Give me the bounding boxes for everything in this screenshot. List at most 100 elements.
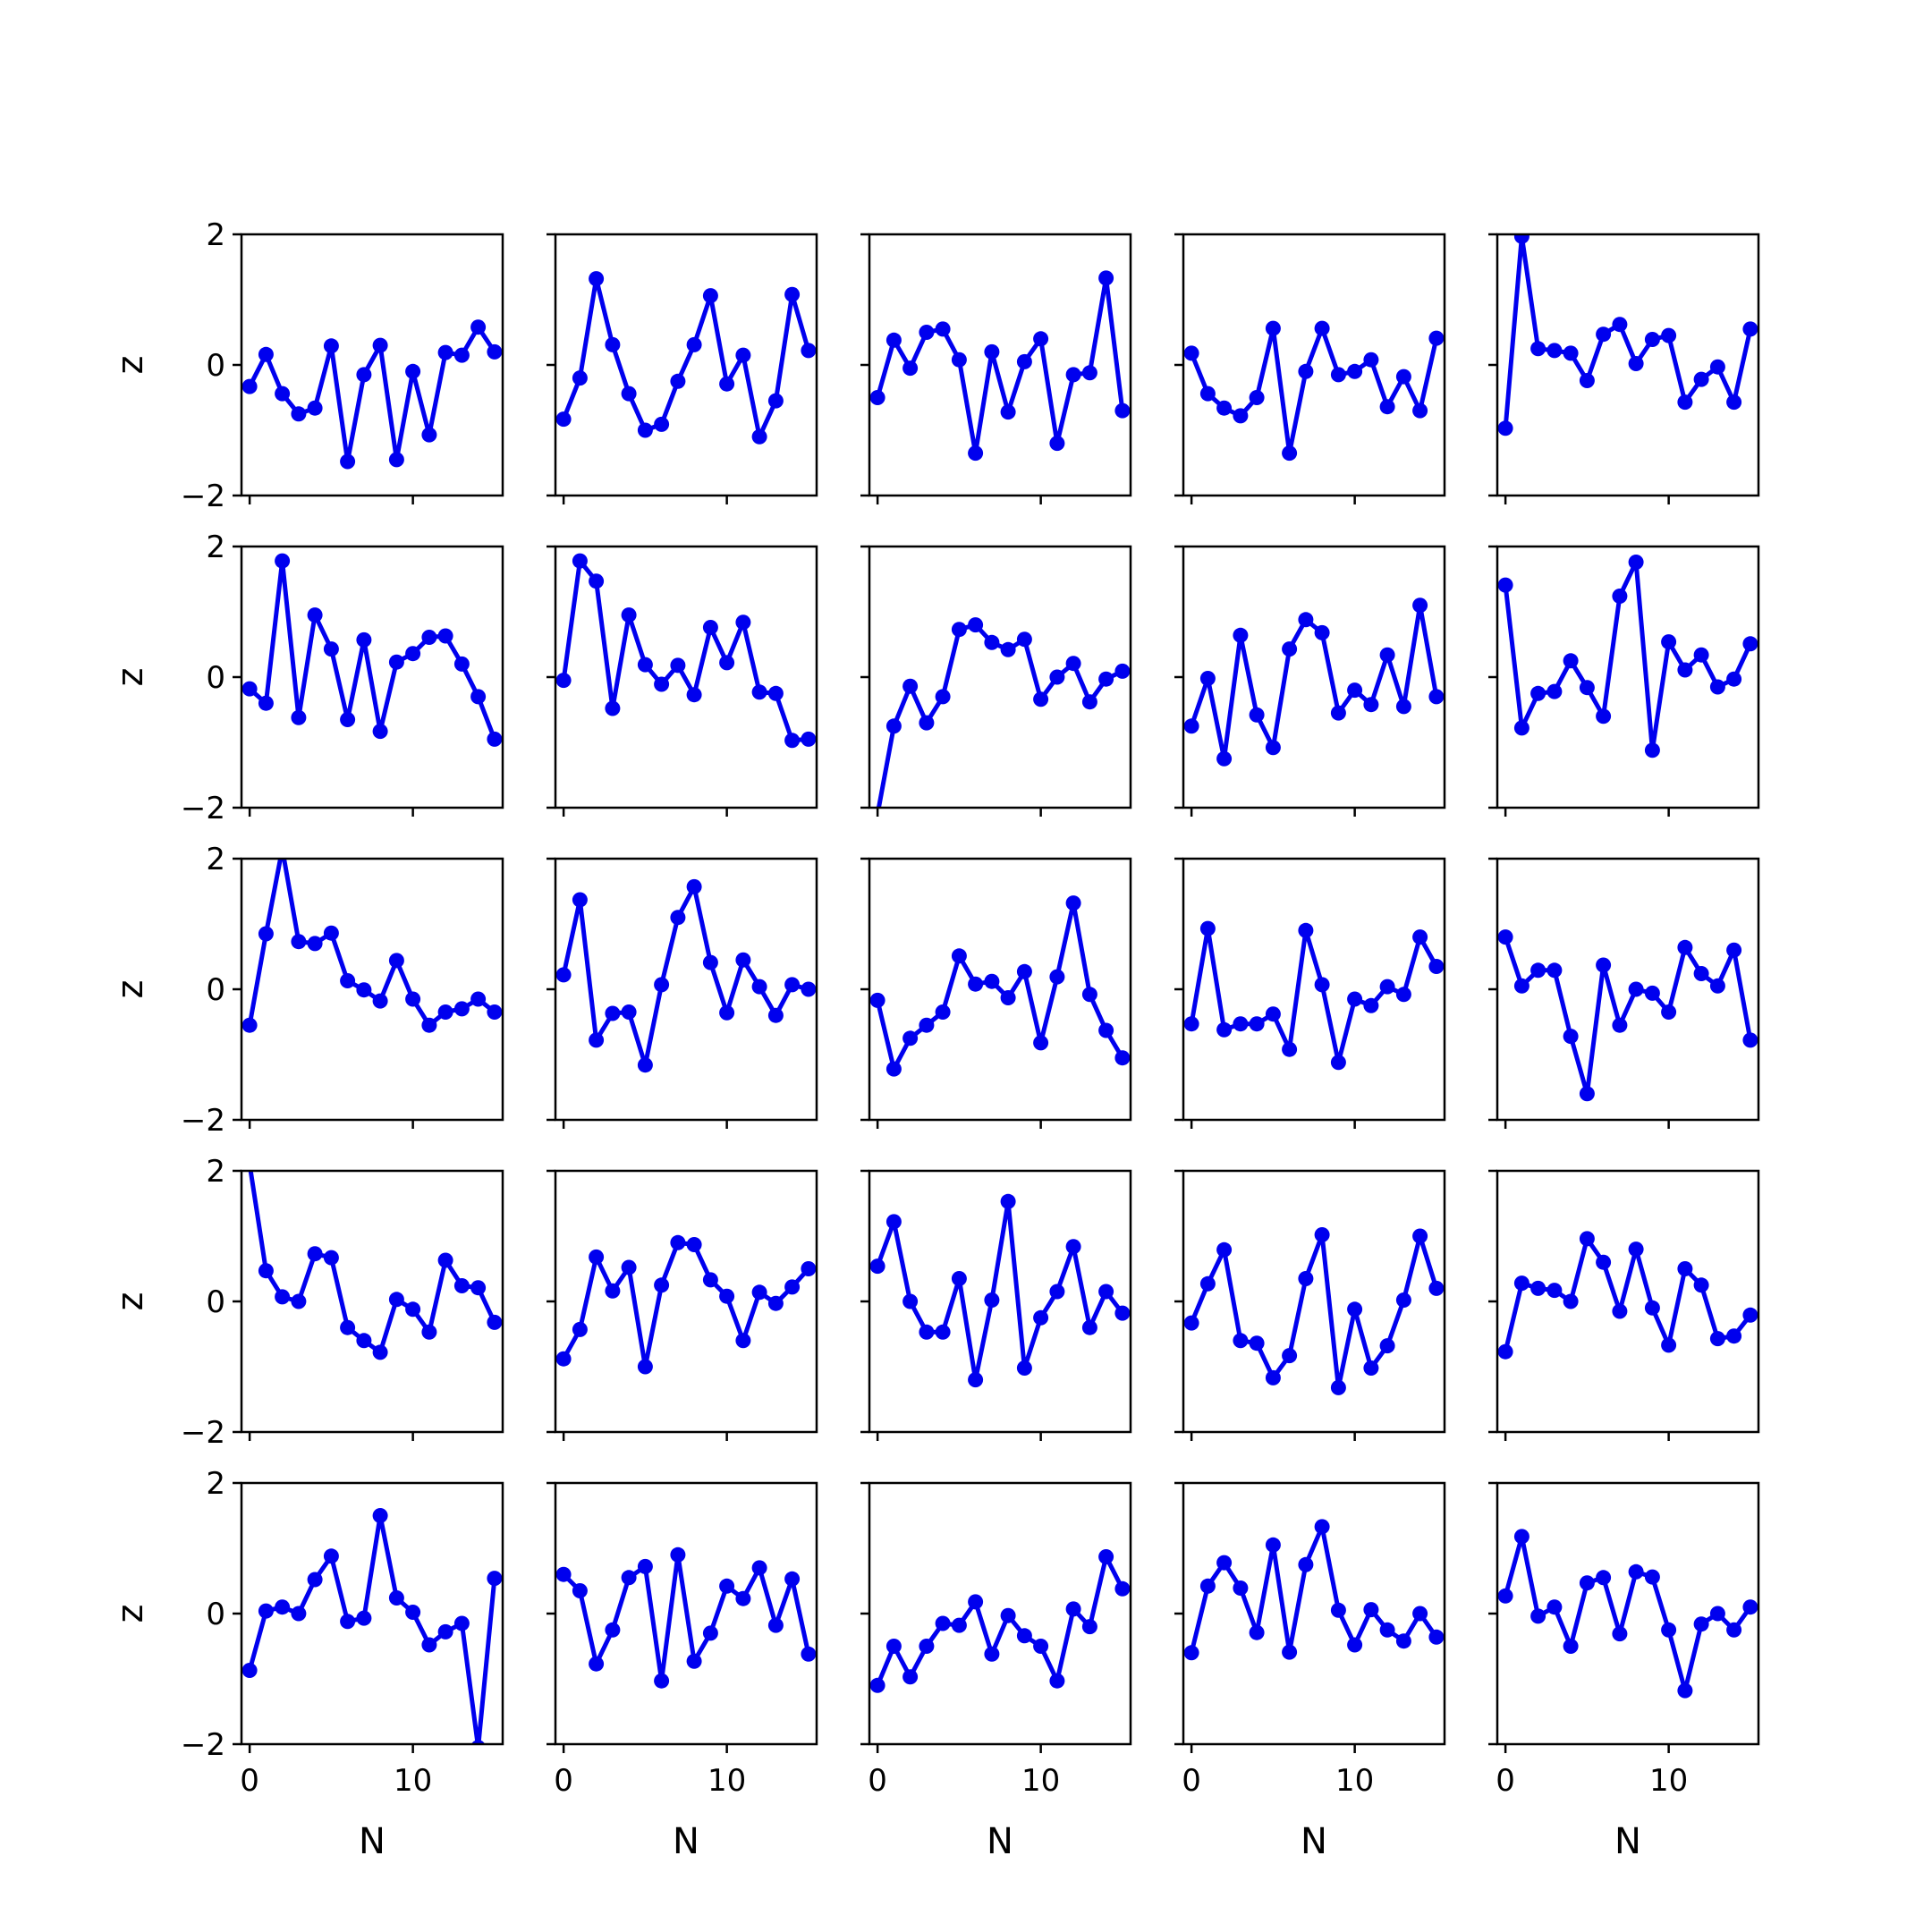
data-point [951,622,967,638]
data-point [1233,627,1249,643]
data-point [1612,1303,1628,1319]
data-point [654,1277,670,1293]
series-data [1497,234,1758,436]
data-point [621,1259,637,1275]
data-point [1677,1682,1693,1699]
data-point [291,1606,307,1622]
data-point [1596,1254,1612,1270]
data-point [372,724,388,740]
data-point [1114,1305,1131,1321]
series-line [1189,326,1439,456]
data-point [869,390,886,405]
data-point [1379,1622,1395,1638]
subplot-r3-c3 [860,857,1132,1129]
data-point [1265,1369,1281,1385]
subplot-r2-c2 [547,545,818,817]
data-point [1282,1348,1298,1364]
y-axis-label: z [110,356,151,375]
data-point [621,386,637,402]
data-point [1314,624,1330,640]
data-point [555,673,572,689]
data-point [291,934,307,950]
data-point [1114,663,1131,679]
subplot-r5-c5: 0 10N [1488,1481,1760,1862]
data-point [951,352,967,368]
data-point [1114,1580,1131,1597]
data-point [242,378,258,394]
data-point [1677,1261,1693,1276]
data-point [1612,1017,1628,1033]
data-point [405,1301,421,1318]
data-point [1330,367,1346,383]
data-point [487,1004,503,1020]
data-point [702,954,718,970]
data-point [572,892,588,908]
data-point [1428,1280,1445,1296]
data-point [1661,1622,1677,1638]
subplot-r3-c4 [1174,857,1446,1129]
data-point [1033,1035,1049,1051]
data-point [1628,981,1644,997]
data-point [1428,959,1445,974]
series-line [1189,926,1439,1065]
data-point [751,979,767,995]
data-point [935,1615,951,1631]
data-point [1709,359,1725,375]
series-data [242,859,503,1033]
data-point [275,1599,291,1615]
data-point [621,607,637,623]
data-point [1661,1337,1677,1353]
data-point [1742,321,1758,337]
data-point [1563,1639,1579,1654]
data-point [1693,1616,1709,1632]
data-point [1644,985,1660,1001]
data-point [1314,1227,1330,1242]
x-axis-label: N [1614,1821,1641,1862]
data-point [670,373,686,389]
data-point [323,925,339,941]
y-tick-label: −2 [181,791,225,826]
series-data [242,319,503,470]
data-point [356,982,372,998]
data-point [919,715,935,731]
data-point [1363,1360,1379,1376]
data-point [1693,647,1709,663]
data-point [1428,330,1445,346]
y-tick-label: 2 [206,530,225,565]
data-point [719,655,735,671]
data-point [902,1293,919,1309]
data-point [1000,1607,1016,1623]
data-point [1282,445,1298,462]
data-point [719,1578,735,1594]
data-point [1530,1608,1546,1624]
data-point [1530,962,1546,979]
data-point [784,286,801,302]
subplot-r4-c1: 2 0 −2 z [110,1154,504,1451]
subplot-r2-c4 [1174,545,1446,817]
data-point [1282,1644,1298,1660]
series-data [869,1549,1131,1693]
series-data [1183,320,1445,462]
subplot-r1-c4 [1174,233,1446,504]
data-point [1049,1673,1065,1689]
series-data [555,1234,817,1375]
data-point [572,1321,588,1337]
data-point [902,1669,919,1685]
data-point [356,631,372,648]
data-point [258,1603,274,1619]
data-point [670,657,686,674]
data-point [589,1249,605,1265]
series-data [555,878,817,1073]
x-tick-label: 0 [1182,1763,1201,1799]
data-point [356,367,372,383]
data-point [869,1258,886,1275]
data-point [1596,326,1612,343]
data-point [1016,1360,1032,1376]
data-point [340,712,356,727]
data-point [1347,1637,1363,1653]
data-point [1709,1606,1725,1622]
data-point [1347,682,1363,699]
data-point [307,1572,323,1588]
